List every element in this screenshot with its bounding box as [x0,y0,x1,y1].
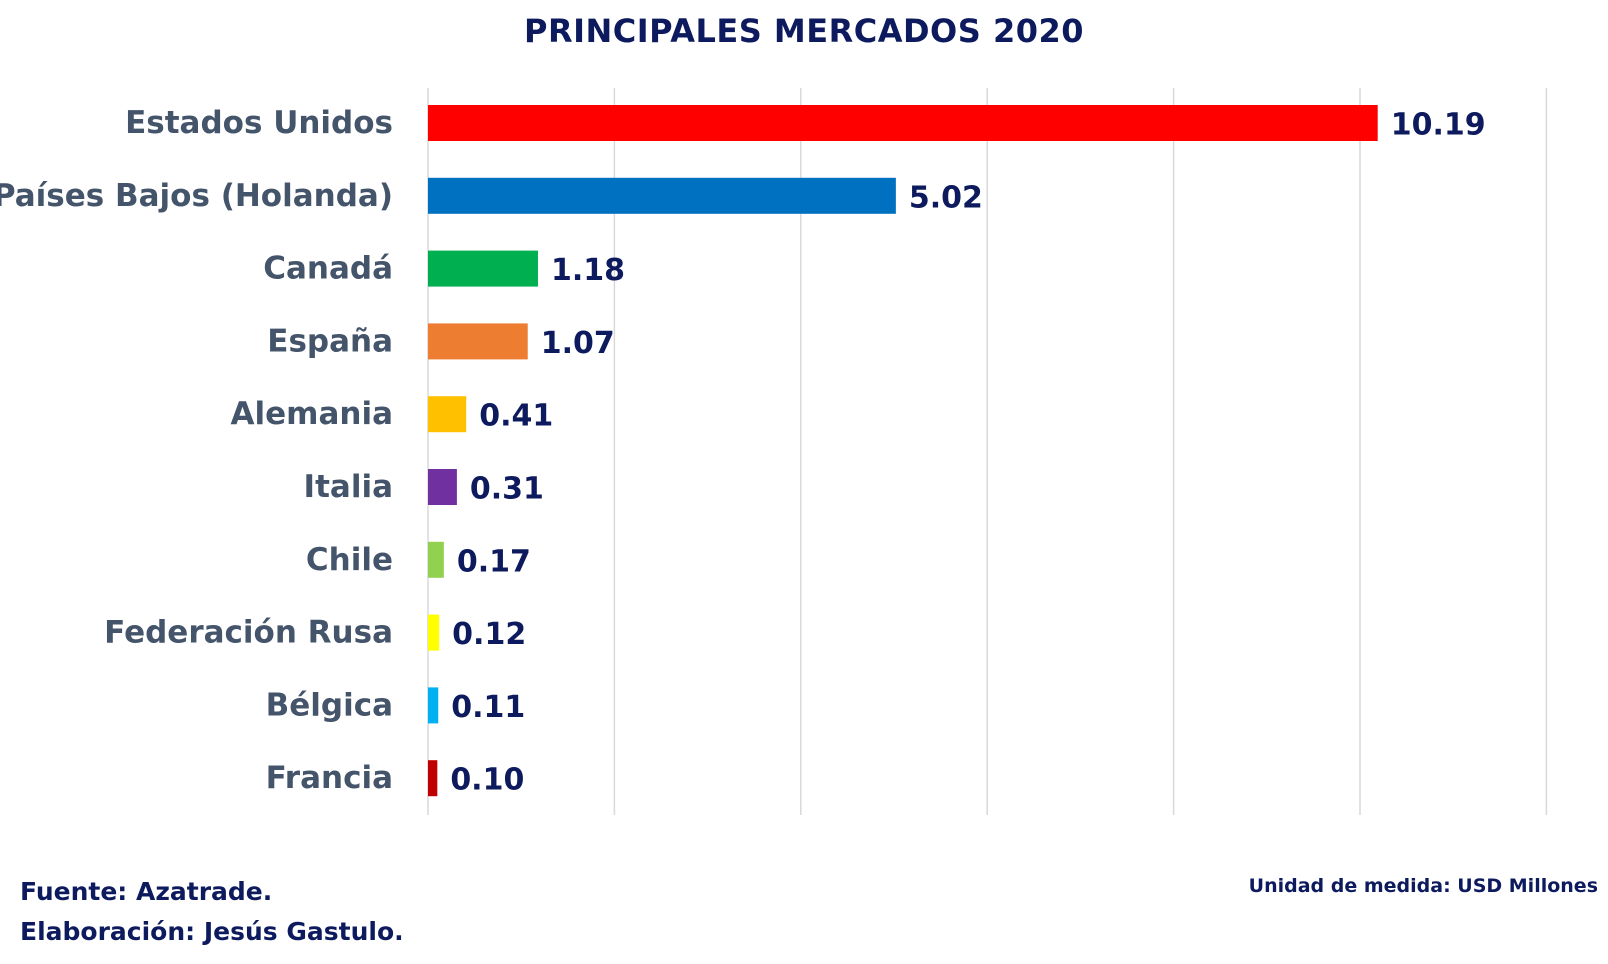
category-label: Chile [306,542,393,578]
bars [428,105,1378,797]
value-label: 0.12 [452,617,526,652]
bar [428,250,538,287]
bar [428,541,444,578]
category-label: Francia [266,760,393,796]
bar [428,396,467,433]
chart-title: PRINCIPALES MERCADOS 2020 [524,12,1084,50]
category-label: Bélgica [266,687,393,723]
value-labels: 10.19 5.02 1.18 1.07 0.41 0.31 0.17 0.12 0.11 0.1… [450,108,1485,798]
value-label: 0.41 [479,399,553,434]
value-label: 0.10 [450,763,524,798]
category-label: Italia [304,469,393,505]
source-note: Fuente: Azatrade. [20,877,273,906]
value-label: 10.19 [1391,108,1486,143]
bar [428,105,1378,141]
category-label: Federación Rusa [104,615,393,651]
value-label: 0.17 [457,544,531,579]
bar [428,323,528,360]
footer-credits: Fuente: Azatrade. Elaboración: Jesús Gas… [20,872,404,952]
value-label: 5.02 [909,180,983,215]
unit-note: Unidad de medida: USD Millones [1248,875,1598,897]
category-label: Canadá [263,251,393,287]
category-labels: Estados Unidos Países Bajos (Holanda) Cana… [0,105,393,796]
category-label: Alemania [231,396,393,432]
value-label: 0.11 [451,690,525,725]
category-label: Países Bajos (Holanda) [0,178,393,214]
bar [428,469,457,505]
category-label: Estados Unidos [125,105,393,141]
value-label: 1.07 [541,326,615,361]
bar [428,760,438,797]
bar [428,687,439,724]
category-label: España [267,323,393,359]
value-label: 0.31 [470,472,544,507]
author-note: Elaboración: Jesús Gastulo. [20,917,404,946]
bar [428,614,440,651]
bar [428,177,896,214]
value-label: 1.18 [551,253,625,288]
